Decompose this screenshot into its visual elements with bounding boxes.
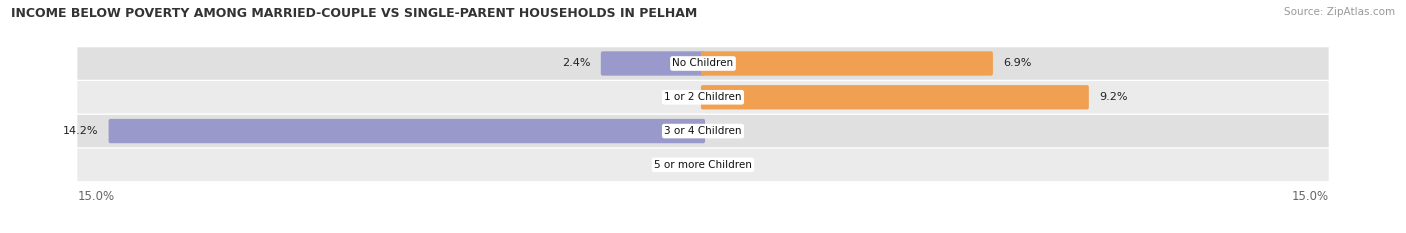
FancyBboxPatch shape — [77, 47, 1329, 80]
Text: INCOME BELOW POVERTY AMONG MARRIED-COUPLE VS SINGLE-PARENT HOUSEHOLDS IN PELHAM: INCOME BELOW POVERTY AMONG MARRIED-COUPL… — [11, 7, 697, 20]
Text: 14.2%: 14.2% — [63, 126, 98, 136]
Text: 5 or more Children: 5 or more Children — [654, 160, 752, 170]
Text: 9.2%: 9.2% — [1099, 92, 1128, 102]
FancyBboxPatch shape — [77, 115, 1329, 147]
Text: 1 or 2 Children: 1 or 2 Children — [664, 92, 742, 102]
FancyBboxPatch shape — [108, 119, 704, 143]
FancyBboxPatch shape — [600, 51, 704, 76]
Text: 6.9%: 6.9% — [1004, 58, 1032, 69]
Text: 0.0%: 0.0% — [716, 126, 744, 136]
FancyBboxPatch shape — [702, 51, 993, 76]
FancyBboxPatch shape — [77, 149, 1329, 181]
Text: 0.0%: 0.0% — [716, 160, 744, 170]
FancyBboxPatch shape — [702, 85, 1088, 110]
Text: No Children: No Children — [672, 58, 734, 69]
Text: 15.0%: 15.0% — [77, 190, 114, 203]
FancyBboxPatch shape — [77, 81, 1329, 113]
Text: 3 or 4 Children: 3 or 4 Children — [664, 126, 742, 136]
Text: 0.0%: 0.0% — [662, 92, 690, 102]
Text: 15.0%: 15.0% — [1292, 190, 1329, 203]
Text: Source: ZipAtlas.com: Source: ZipAtlas.com — [1284, 7, 1395, 17]
Text: 2.4%: 2.4% — [562, 58, 591, 69]
Text: 0.0%: 0.0% — [662, 160, 690, 170]
